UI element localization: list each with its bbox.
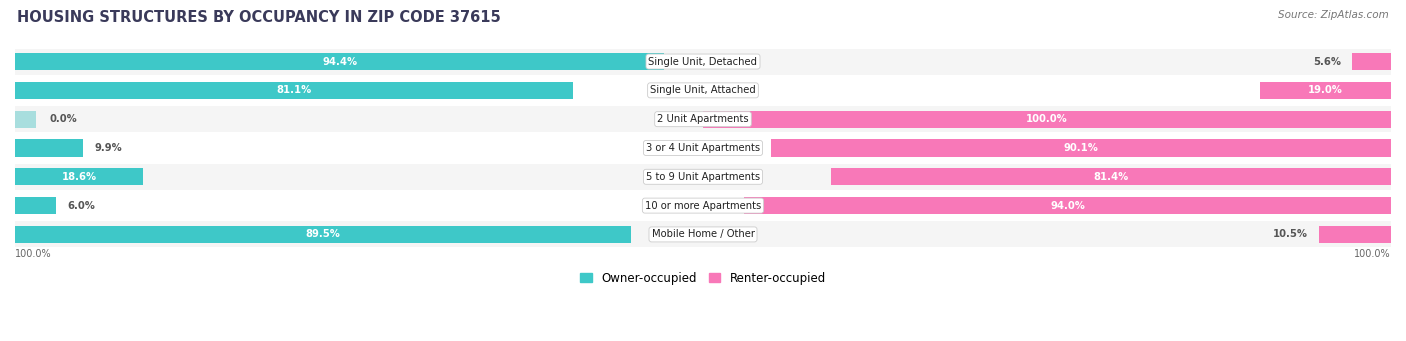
Bar: [1260, 82, 1391, 99]
Text: 19.0%: 19.0%: [1308, 85, 1343, 95]
Text: 0.0%: 0.0%: [49, 114, 77, 124]
Text: 9.9%: 9.9%: [94, 143, 122, 153]
Text: 18.6%: 18.6%: [62, 172, 97, 182]
Bar: [15, 106, 1391, 132]
Bar: [1353, 53, 1391, 70]
Text: HOUSING STRUCTURES BY OCCUPANCY IN ZIP CODE 37615: HOUSING STRUCTURES BY OCCUPANCY IN ZIP C…: [17, 10, 501, 25]
Bar: [15, 110, 35, 128]
Bar: [15, 82, 574, 99]
Bar: [15, 139, 83, 157]
Text: 94.0%: 94.0%: [1050, 201, 1085, 211]
Text: 100.0%: 100.0%: [1026, 114, 1069, 124]
Bar: [744, 197, 1391, 214]
Text: 94.4%: 94.4%: [322, 57, 357, 66]
Text: Source: ZipAtlas.com: Source: ZipAtlas.com: [1278, 10, 1389, 20]
Bar: [15, 197, 56, 214]
Text: Single Unit, Detached: Single Unit, Detached: [648, 57, 758, 66]
Text: 81.1%: 81.1%: [277, 85, 312, 95]
Bar: [770, 139, 1391, 157]
Text: 89.5%: 89.5%: [305, 229, 340, 239]
Bar: [15, 221, 1391, 247]
Text: Single Unit, Attached: Single Unit, Attached: [650, 85, 756, 95]
Bar: [15, 164, 1391, 190]
Bar: [15, 53, 665, 70]
Bar: [703, 110, 1391, 128]
Text: 81.4%: 81.4%: [1094, 172, 1129, 182]
Text: 100.0%: 100.0%: [1354, 249, 1391, 260]
Bar: [15, 48, 1391, 74]
Text: 5.6%: 5.6%: [1313, 57, 1341, 66]
Bar: [15, 168, 143, 186]
Text: 6.0%: 6.0%: [67, 201, 96, 211]
Text: Mobile Home / Other: Mobile Home / Other: [651, 229, 755, 239]
Text: 2 Unit Apartments: 2 Unit Apartments: [657, 114, 749, 124]
Text: 10 or more Apartments: 10 or more Apartments: [645, 201, 761, 211]
Bar: [15, 135, 1391, 161]
Text: 5 to 9 Unit Apartments: 5 to 9 Unit Apartments: [645, 172, 761, 182]
Text: 100.0%: 100.0%: [15, 249, 52, 260]
Bar: [15, 226, 631, 243]
Legend: Owner-occupied, Renter-occupied: Owner-occupied, Renter-occupied: [575, 267, 831, 290]
Text: 90.1%: 90.1%: [1063, 143, 1098, 153]
Text: 10.5%: 10.5%: [1272, 229, 1308, 239]
Text: 3 or 4 Unit Apartments: 3 or 4 Unit Apartments: [645, 143, 761, 153]
Bar: [15, 77, 1391, 103]
Bar: [1319, 226, 1391, 243]
Bar: [831, 168, 1391, 186]
Bar: [15, 193, 1391, 219]
